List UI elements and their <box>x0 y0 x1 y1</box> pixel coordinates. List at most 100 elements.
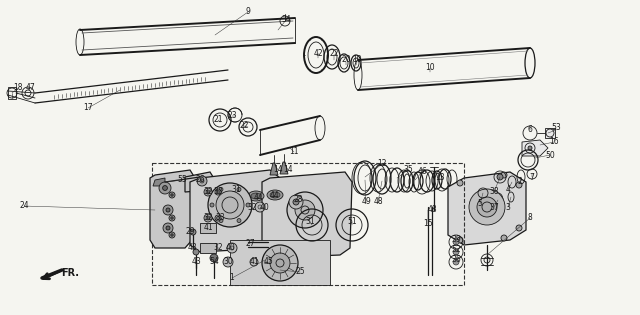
Circle shape <box>204 188 212 196</box>
Text: 49: 49 <box>361 198 371 207</box>
Text: 27: 27 <box>245 239 255 249</box>
Text: 32: 32 <box>203 214 213 222</box>
Text: 22: 22 <box>239 122 249 130</box>
Polygon shape <box>262 172 352 258</box>
Circle shape <box>159 182 171 194</box>
Text: 41: 41 <box>203 224 213 232</box>
Circle shape <box>204 214 212 222</box>
Circle shape <box>293 199 299 205</box>
Circle shape <box>163 205 173 215</box>
Circle shape <box>528 146 532 150</box>
Circle shape <box>208 183 252 227</box>
Circle shape <box>171 234 173 236</box>
Ellipse shape <box>270 192 280 198</box>
Bar <box>8 87 16 99</box>
Circle shape <box>250 258 258 266</box>
Text: 31: 31 <box>305 217 315 226</box>
Bar <box>230 240 330 285</box>
Text: 45: 45 <box>263 257 273 266</box>
Text: 48: 48 <box>373 198 383 207</box>
Text: 44: 44 <box>269 192 279 201</box>
Text: 9: 9 <box>246 8 250 16</box>
Text: 36: 36 <box>451 255 461 265</box>
Text: 19: 19 <box>352 55 362 65</box>
Text: 41: 41 <box>249 257 259 266</box>
Text: 16: 16 <box>549 138 559 146</box>
Polygon shape <box>150 170 195 248</box>
Circle shape <box>246 203 250 207</box>
Circle shape <box>457 237 463 243</box>
Circle shape <box>163 223 173 233</box>
Polygon shape <box>190 170 282 252</box>
Text: 18: 18 <box>13 83 23 93</box>
Text: 14: 14 <box>283 165 293 175</box>
Text: 32: 32 <box>247 203 257 213</box>
Circle shape <box>227 243 237 253</box>
Circle shape <box>169 232 175 238</box>
Text: 15: 15 <box>423 220 433 228</box>
Circle shape <box>197 176 207 186</box>
Text: 54: 54 <box>209 257 219 266</box>
Circle shape <box>501 235 507 241</box>
Text: 22: 22 <box>329 49 339 58</box>
Circle shape <box>453 249 459 255</box>
Text: 17: 17 <box>83 104 93 112</box>
Text: 14: 14 <box>273 165 283 175</box>
Circle shape <box>237 187 241 192</box>
Text: 23: 23 <box>227 112 237 121</box>
Text: 30: 30 <box>223 257 233 266</box>
Text: 50: 50 <box>545 151 555 159</box>
Circle shape <box>289 195 303 209</box>
Text: 35: 35 <box>403 165 413 175</box>
Polygon shape <box>153 178 165 186</box>
Text: 10: 10 <box>425 64 435 72</box>
Ellipse shape <box>248 191 264 201</box>
Text: 33: 33 <box>213 187 223 197</box>
Polygon shape <box>185 172 215 192</box>
Text: 13: 13 <box>435 174 445 182</box>
Circle shape <box>457 180 463 186</box>
Text: 47: 47 <box>25 83 35 93</box>
Text: 43: 43 <box>191 257 201 266</box>
Circle shape <box>215 189 221 195</box>
Circle shape <box>216 191 244 219</box>
Text: 52: 52 <box>451 245 461 255</box>
Circle shape <box>295 200 315 220</box>
Polygon shape <box>522 140 548 156</box>
Text: 51: 51 <box>347 217 357 226</box>
Ellipse shape <box>251 193 261 199</box>
Circle shape <box>516 225 522 231</box>
Text: 32: 32 <box>213 243 223 253</box>
Text: 4: 4 <box>506 186 511 194</box>
Circle shape <box>497 174 503 180</box>
Circle shape <box>501 172 507 178</box>
Bar <box>152 163 464 285</box>
Text: 29: 29 <box>185 227 195 237</box>
Text: 46: 46 <box>417 168 427 176</box>
Text: 32: 32 <box>203 187 213 197</box>
Text: 39: 39 <box>451 236 461 244</box>
Circle shape <box>453 239 459 245</box>
Text: 44: 44 <box>253 193 263 203</box>
Text: 34: 34 <box>281 15 291 25</box>
Text: 12: 12 <box>377 159 387 169</box>
Text: 40: 40 <box>225 243 235 253</box>
Text: 37: 37 <box>489 203 499 211</box>
Circle shape <box>516 182 522 188</box>
Text: 21: 21 <box>213 116 223 124</box>
Circle shape <box>237 219 241 223</box>
Text: 1: 1 <box>230 273 234 283</box>
Polygon shape <box>42 272 56 278</box>
Circle shape <box>193 249 199 255</box>
Text: 5: 5 <box>477 199 483 209</box>
Text: 6: 6 <box>527 125 532 135</box>
Circle shape <box>171 217 173 219</box>
Text: 25: 25 <box>295 267 305 277</box>
Circle shape <box>219 187 223 192</box>
Circle shape <box>210 203 214 207</box>
Circle shape <box>270 253 290 273</box>
Text: 11: 11 <box>289 147 299 157</box>
Polygon shape <box>280 162 288 174</box>
Text: 7: 7 <box>529 173 534 181</box>
Circle shape <box>223 257 233 267</box>
